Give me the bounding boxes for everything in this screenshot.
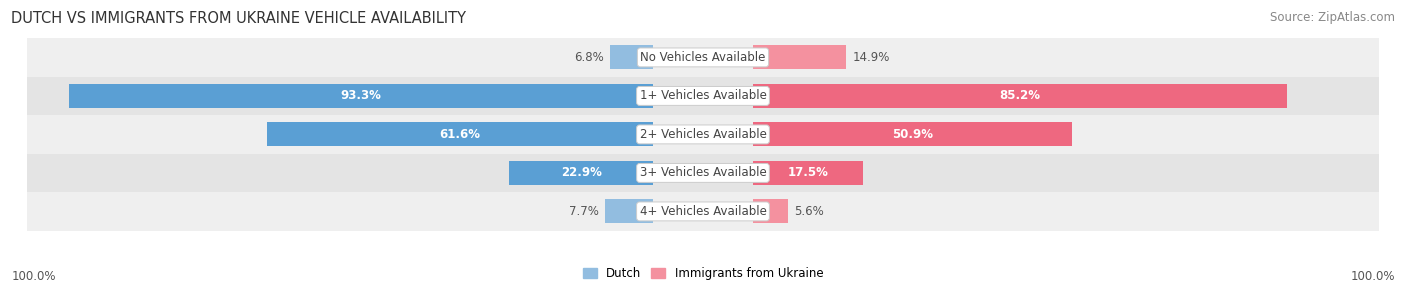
Text: 1+ Vehicles Available: 1+ Vehicles Available [640, 90, 766, 102]
Text: 14.9%: 14.9% [852, 51, 890, 64]
Text: 100.0%: 100.0% [11, 270, 56, 283]
Text: 3+ Vehicles Available: 3+ Vehicles Available [640, 166, 766, 179]
Bar [754, 84, 1286, 108]
Bar [27, 115, 1379, 154]
Bar [605, 200, 652, 223]
Text: 100.0%: 100.0% [1350, 270, 1395, 283]
Bar [27, 192, 1379, 231]
Bar [754, 161, 863, 185]
Text: 17.5%: 17.5% [787, 166, 828, 179]
Text: 6.8%: 6.8% [574, 51, 605, 64]
Bar [754, 45, 846, 69]
Bar [69, 84, 652, 108]
Bar [27, 154, 1379, 192]
Bar [267, 122, 652, 146]
Text: 2+ Vehicles Available: 2+ Vehicles Available [640, 128, 766, 141]
Text: No Vehicles Available: No Vehicles Available [640, 51, 766, 64]
Text: DUTCH VS IMMIGRANTS FROM UKRAINE VEHICLE AVAILABILITY: DUTCH VS IMMIGRANTS FROM UKRAINE VEHICLE… [11, 11, 467, 26]
Bar [509, 161, 652, 185]
Bar [754, 200, 789, 223]
Text: 22.9%: 22.9% [561, 166, 602, 179]
Text: 5.6%: 5.6% [794, 205, 824, 218]
Text: 85.2%: 85.2% [1000, 90, 1040, 102]
Legend: Dutch, Immigrants from Ukraine: Dutch, Immigrants from Ukraine [578, 262, 828, 285]
Text: Source: ZipAtlas.com: Source: ZipAtlas.com [1270, 11, 1395, 24]
Bar [27, 77, 1379, 115]
Text: 61.6%: 61.6% [440, 128, 481, 141]
Text: 93.3%: 93.3% [340, 90, 381, 102]
Text: 50.9%: 50.9% [891, 128, 934, 141]
Bar [610, 45, 652, 69]
Bar [754, 122, 1071, 146]
Text: 4+ Vehicles Available: 4+ Vehicles Available [640, 205, 766, 218]
Text: 7.7%: 7.7% [568, 205, 599, 218]
Bar [27, 38, 1379, 77]
